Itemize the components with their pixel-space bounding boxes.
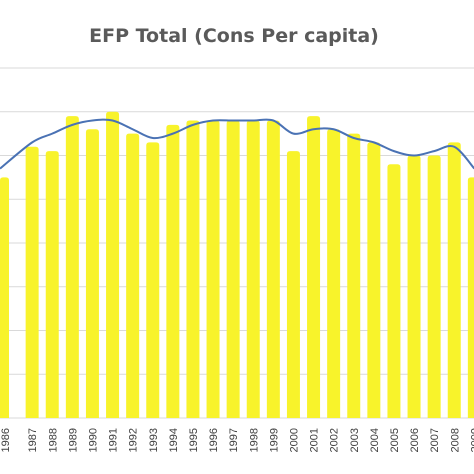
bar bbox=[85, 129, 99, 418]
bar bbox=[166, 124, 180, 418]
bar bbox=[206, 120, 220, 418]
bar bbox=[246, 120, 260, 418]
x-tick-label: 1987 bbox=[27, 428, 39, 452]
x-tick-label: 2009 bbox=[469, 428, 474, 452]
x-tick-label: 1991 bbox=[108, 428, 120, 452]
bar bbox=[146, 142, 160, 418]
x-tick-label: 2004 bbox=[369, 428, 381, 452]
bar bbox=[126, 133, 140, 418]
x-tick-label: 2003 bbox=[349, 428, 361, 452]
bar bbox=[367, 142, 381, 418]
x-tick-label: 1998 bbox=[248, 428, 260, 452]
bar bbox=[387, 164, 401, 418]
x-tick-label: 2008 bbox=[449, 428, 461, 452]
x-tick-label: 1990 bbox=[87, 428, 99, 452]
x-tick-label: 1996 bbox=[208, 428, 220, 452]
bar bbox=[186, 120, 200, 418]
x-tick-label: 1999 bbox=[268, 428, 280, 452]
x-tick-label: 1992 bbox=[128, 428, 140, 452]
chart-title: EFP Total (Cons Per capita) bbox=[89, 25, 379, 47]
bar bbox=[0, 177, 9, 418]
bar bbox=[427, 155, 441, 418]
x-tick-label: 2002 bbox=[329, 428, 341, 452]
x-tick-label: 1997 bbox=[228, 428, 240, 452]
x-tick-label: 1989 bbox=[67, 428, 79, 452]
bar bbox=[467, 177, 474, 418]
bar bbox=[286, 151, 300, 418]
x-tick-label: 2007 bbox=[429, 428, 441, 452]
bar bbox=[307, 116, 321, 418]
bar bbox=[106, 111, 120, 418]
line-series bbox=[0, 118, 474, 170]
bar bbox=[226, 120, 240, 418]
x-tick-label: 1988 bbox=[47, 428, 59, 452]
x-tick-label: 1994 bbox=[168, 428, 180, 452]
bar bbox=[347, 133, 361, 418]
x-tick-label: 2000 bbox=[288, 428, 300, 452]
x-tick-label: 2001 bbox=[309, 428, 321, 452]
bar bbox=[327, 129, 341, 418]
bar-series bbox=[0, 111, 474, 418]
bar bbox=[45, 151, 59, 418]
bar bbox=[266, 120, 280, 418]
bar bbox=[407, 155, 421, 418]
x-tick-label: 1986 bbox=[0, 428, 12, 452]
x-tick-label: 2005 bbox=[389, 428, 401, 452]
bar bbox=[25, 146, 39, 418]
x-tick-label: 1995 bbox=[188, 428, 200, 452]
bar bbox=[447, 142, 461, 418]
bar bbox=[65, 116, 79, 418]
x-tick-label: 1993 bbox=[148, 428, 160, 452]
x-axis-tick-labels: 1986 1987 1988 1989 1990 1991 1992 1993 1994 1995… bbox=[0, 428, 474, 452]
trend-line bbox=[0, 118, 474, 170]
x-tick-label: 2006 bbox=[409, 428, 421, 452]
